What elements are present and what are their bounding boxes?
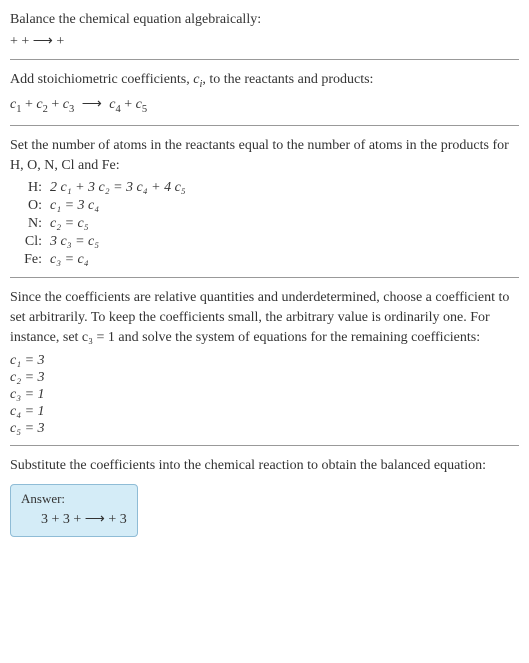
coeff-line: c₁ = 3 [10, 353, 519, 369]
substitute-text: Substitute the coefficients into the che… [10, 456, 519, 476]
intro-text: Balance the chemical equation algebraica… [10, 10, 519, 30]
atom-equation: c₂ = c₅ [46, 215, 190, 233]
coeff-line: c₅ = 3 [10, 421, 519, 437]
answer-label: Answer: [21, 491, 127, 507]
intro-reaction: + + ⟶ + [10, 32, 519, 52]
stoich-text-part2: , to the reactants and products: [202, 72, 373, 87]
atoms-text: Set the number of atoms in the reactants… [10, 136, 519, 175]
reaction-arrow: ⟶ [82, 95, 102, 115]
stoich-text: Add stoichiometric coefficients, ci, to … [10, 70, 519, 92]
answer-box: Answer: 3 + 3 + ⟶ + 3 [10, 484, 138, 537]
stoich-equation: c1 + c2 + c3 ⟶ c4 + c5 [10, 95, 519, 117]
atom-element: N: [10, 215, 46, 233]
table-row: H: 2 c₁ + 3 c₂ = 3 c₄ + 4 c₅ [10, 179, 190, 197]
coeff-line: c₂ = 3 [10, 370, 519, 386]
plus-2: + [51, 97, 62, 112]
coef-c2s: 2 [43, 103, 48, 114]
atom-equation: c₃ = c₄ [46, 251, 190, 269]
divider-3 [10, 277, 519, 278]
coefficients-list: c₁ = 3 c₂ = 3 c₃ = 1 c₄ = 1 c₅ = 3 [10, 353, 519, 437]
choose-text: Since the coefficients are relative quan… [10, 288, 519, 347]
atom-element: O: [10, 197, 46, 215]
choose-section: Since the coefficients are relative quan… [10, 288, 519, 437]
plus-3: + [124, 97, 135, 112]
coef-c5s: 5 [142, 103, 147, 114]
atoms-section: Set the number of atoms in the reactants… [10, 136, 519, 269]
substitute-section: Substitute the coefficients into the che… [10, 456, 519, 537]
divider-2 [10, 125, 519, 126]
page-root: Balance the chemical equation algebraica… [0, 0, 529, 553]
plus-1: + [25, 97, 36, 112]
coeff-line: c₃ = 1 [10, 387, 519, 403]
coeff-line: c₄ = 1 [10, 404, 519, 420]
atom-element: Cl: [10, 233, 46, 251]
coef-c1s: 1 [16, 103, 21, 114]
atom-equation: 2 c₁ + 3 c₂ = 3 c₄ + 4 c₅ [46, 179, 190, 197]
atom-equation: c₁ = 3 c₄ [46, 197, 190, 215]
divider-1 [10, 59, 519, 60]
stoich-section: Add stoichiometric coefficients, ci, to … [10, 70, 519, 117]
stoich-text-part1: Add stoichiometric coefficients, [10, 72, 193, 87]
intro-section: Balance the chemical equation algebraica… [10, 10, 519, 51]
table-row: O: c₁ = 3 c₄ [10, 197, 190, 215]
atom-element: H: [10, 179, 46, 197]
table-row: Cl: 3 c₃ = c₅ [10, 233, 190, 251]
answer-equation: 3 + 3 + ⟶ + 3 [21, 511, 127, 528]
divider-4 [10, 445, 519, 446]
table-row: Fe: c₃ = c₄ [10, 251, 190, 269]
atom-equation: 3 c₃ = c₅ [46, 233, 190, 251]
coef-c4s: 4 [116, 103, 121, 114]
coef-c3s: 3 [69, 103, 74, 114]
atom-element: Fe: [10, 251, 46, 269]
atoms-table: H: 2 c₁ + 3 c₂ = 3 c₄ + 4 c₅ O: c₁ = 3 c… [10, 179, 190, 269]
table-row: N: c₂ = c₅ [10, 215, 190, 233]
